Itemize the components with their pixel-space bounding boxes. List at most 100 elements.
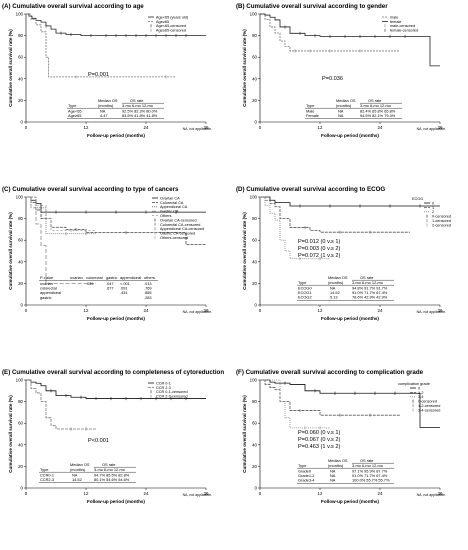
x-tick-label: 0 bbox=[259, 491, 262, 496]
table-header-median: Median OS bbox=[328, 458, 348, 463]
y-tick-label: 40 bbox=[252, 259, 257, 264]
y-tick-label: 0 bbox=[255, 120, 258, 125]
x-tick-label: 12 bbox=[318, 491, 323, 496]
table-header-type: Type bbox=[40, 467, 48, 472]
table-cell-median: 4.47 bbox=[100, 113, 108, 118]
table-cell-osrate: 91.0% 71.7% 67.4% bbox=[352, 473, 388, 478]
x-axis-label: Follow-up period (months) bbox=[321, 499, 379, 504]
y-tick-label: 0 bbox=[255, 303, 258, 308]
legend-title: complication grade bbox=[398, 382, 430, 386]
y-tick-label: 80 bbox=[18, 399, 23, 404]
y-tick-label: 40 bbox=[252, 76, 257, 81]
y-tick-label: 80 bbox=[252, 33, 257, 38]
y-axis-label: Cumulative overall survival rate (%) bbox=[242, 395, 247, 473]
table-cell-median: NA bbox=[100, 109, 106, 114]
table-cell-type: CCR2-3 bbox=[40, 477, 54, 482]
y-tick-label: 100 bbox=[250, 195, 258, 200]
x-tick-label: 12 bbox=[318, 308, 323, 313]
table-cell-type: Female bbox=[306, 113, 319, 118]
y-axis-label: Cumulative overall survival rate (%) bbox=[8, 395, 13, 473]
x-axis-label: Follow-up period (months) bbox=[87, 499, 145, 504]
panel-a: (A) Cumulative overall survival accordin… bbox=[0, 0, 234, 183]
x-axis-label: Follow-up period (months) bbox=[321, 316, 379, 321]
x-tick-label: 24 bbox=[144, 125, 149, 130]
table-cell-osrate: 94.7% 85.5% 82.8% bbox=[94, 473, 130, 478]
panel-title: (F) Cumulative overall survival accordin… bbox=[236, 369, 424, 376]
p-value: P=0.012 (0 v.s 1) bbox=[298, 239, 340, 245]
table-cell-median: NA bbox=[330, 478, 336, 483]
legend-entry: Colorectal CA-censored bbox=[160, 223, 200, 227]
legend-entry: Age<65-censored bbox=[156, 24, 186, 28]
x-tick-label: 24 bbox=[378, 125, 383, 130]
table-header-cell: colorectal bbox=[86, 275, 103, 280]
table-header-median: Median OS bbox=[336, 98, 356, 103]
table-header-cell: gastric bbox=[106, 275, 118, 280]
table-header-cell: appendiceal bbox=[120, 275, 141, 280]
survival-curve-2 bbox=[260, 379, 400, 416]
y-tick-label: 100 bbox=[16, 378, 24, 383]
legend-entry: 2-censored bbox=[432, 223, 451, 227]
panel-d-chart: (D) Cumulative overall survival accordin… bbox=[236, 186, 451, 321]
table-cell-type: Grade1-2 bbox=[298, 473, 314, 478]
x-tick-label: 0 bbox=[25, 308, 28, 313]
panel-f-chart: (F) Cumulative overall survival accordin… bbox=[236, 369, 446, 504]
legend-entry: 1-2 bbox=[418, 391, 424, 395]
p-value: P=0.003 (0 v.s 2) bbox=[298, 246, 340, 252]
table-header-months: (months) bbox=[70, 467, 86, 472]
table-cell-osrate: 91.0% 71.7% 67.4% bbox=[352, 290, 388, 295]
panel-c: (C) Cumulative overall survival accordin… bbox=[0, 183, 234, 366]
table-header-cell: P-value bbox=[40, 275, 53, 280]
table-cell-type: Grade0 bbox=[298, 469, 312, 474]
table-header-osrate: OS rate bbox=[360, 458, 373, 463]
y-tick-label: 60 bbox=[18, 55, 23, 60]
table-cell-median: NA bbox=[338, 109, 344, 114]
table-cell: <.001 bbox=[120, 281, 130, 286]
table-cell-median: NA bbox=[330, 286, 336, 291]
table-header-cell: ovarian bbox=[70, 275, 83, 280]
legend-entry: Appendiceal CA bbox=[160, 205, 188, 209]
legend-entry: 1-censored bbox=[432, 219, 451, 223]
survival-curve-3 bbox=[260, 196, 330, 260]
legend-entry: CCR 0-1 bbox=[156, 381, 171, 385]
survival-curve-2 bbox=[26, 196, 206, 245]
legend-entry: Others bbox=[160, 214, 171, 218]
p-value: P=0.001 bbox=[88, 72, 109, 78]
panel-f: (F) Cumulative overall survival accordin… bbox=[234, 366, 468, 549]
x-tick-label: 12 bbox=[84, 125, 89, 130]
x-tick-label: 12 bbox=[84, 491, 89, 496]
table-cell-osrate: 92.5% 82.3% 80.0% bbox=[122, 109, 158, 114]
table-cell-osrate: 78.6% 42.9% 42.9% bbox=[352, 295, 388, 300]
x-tick-label: 0 bbox=[259, 125, 262, 130]
legend-entry: Gastric CA bbox=[160, 210, 179, 214]
table-cell-osrate: 94.8% 91.7% 91.7% bbox=[352, 286, 388, 291]
legend-entry: CCR 0-1-censored bbox=[156, 390, 188, 394]
table-cell: .091 bbox=[120, 286, 128, 291]
table-header-median: Median OS bbox=[70, 462, 90, 467]
x-tick-label: 0 bbox=[25, 491, 28, 496]
footnote: NA, not applicable. bbox=[417, 493, 446, 497]
legend-entry: Others-censored bbox=[160, 236, 188, 240]
legend-entry: 1 bbox=[432, 206, 434, 210]
table-cell-median: NA bbox=[72, 473, 78, 478]
y-tick-label: 40 bbox=[252, 442, 257, 447]
legend-entry: Age<65 (years old) bbox=[156, 15, 189, 19]
y-tick-label: 80 bbox=[252, 399, 257, 404]
table-cell-median: 5.13 bbox=[330, 295, 338, 300]
y-tick-label: 40 bbox=[18, 259, 23, 264]
table-header-type: Type bbox=[298, 463, 306, 468]
survival-curve-1 bbox=[26, 379, 206, 399]
legend-entry: 0-censored bbox=[418, 400, 437, 404]
table-header-type: Type bbox=[306, 103, 314, 108]
legend-entry: Appendiceal CA-censored bbox=[160, 227, 204, 231]
table-cell-type: ECOG0 bbox=[298, 286, 312, 291]
legend-entry: female-censored bbox=[390, 29, 418, 33]
y-tick-label: 80 bbox=[18, 216, 23, 221]
table-header-months: (months) bbox=[336, 103, 352, 108]
x-tick-label: 12 bbox=[84, 308, 89, 313]
y-axis-label: Cumulative overall survival rate (%) bbox=[8, 29, 13, 107]
panel-c-chart: (C) Cumulative overall survival accordin… bbox=[2, 186, 212, 321]
x-tick-label: 36 bbox=[204, 491, 209, 496]
y-tick-label: 100 bbox=[16, 12, 24, 17]
legend-entry: 3-4-censored bbox=[418, 408, 440, 412]
panel-a-chart: (A) Cumulative overall survival accordin… bbox=[2, 3, 212, 138]
